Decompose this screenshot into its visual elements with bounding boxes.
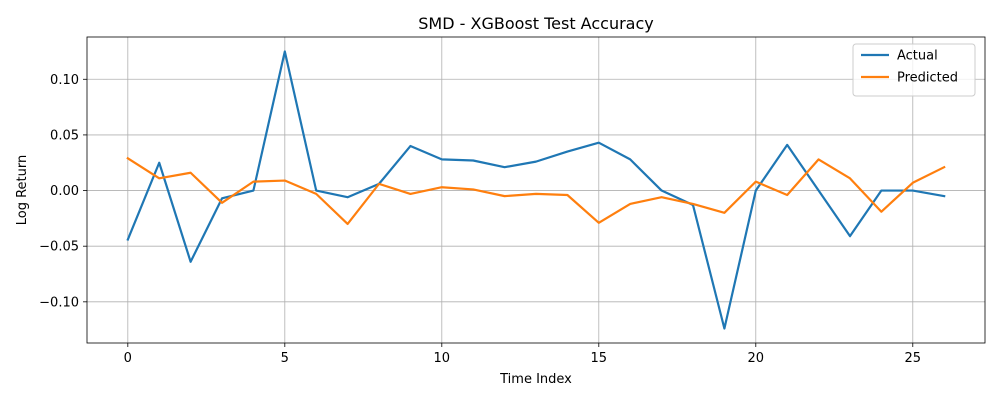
x-tick-label: 15 (591, 351, 608, 366)
legend-label-predicted: Predicted (897, 71, 958, 86)
series-line-actual (126, 50, 946, 330)
x-tick-label: 25 (905, 351, 922, 366)
series-line-predicted (126, 156, 946, 226)
chart-title: SMD - XGBoost Test Accuracy (418, 14, 653, 33)
y-axis-label: Log Return (15, 155, 30, 226)
y-tick-label: 0.10 (50, 73, 79, 88)
series-lines (126, 50, 946, 330)
y-tick-label: 0.00 (50, 184, 79, 199)
y-tick-label: 0.05 (50, 128, 79, 143)
x-axis-label: Time Index (499, 372, 572, 387)
legend: Actual Predicted (852, 43, 976, 97)
legend-label-actual: Actual (897, 49, 938, 64)
y-axis-ticks: −0.10 −0.05 0.00 0.05 0.10 (39, 73, 87, 310)
y-tick-label: −0.05 (39, 240, 79, 255)
legend-box (852, 43, 976, 97)
x-axis-ticks: 0 5 10 15 20 25 (124, 343, 921, 366)
x-tick-label: 0 (124, 351, 132, 366)
x-tick-label: 5 (281, 351, 289, 366)
x-tick-label: 10 (434, 351, 451, 366)
y-tick-label: −0.10 (39, 295, 79, 310)
plot-frame (86, 36, 986, 344)
x-tick-label: 20 (748, 351, 765, 366)
